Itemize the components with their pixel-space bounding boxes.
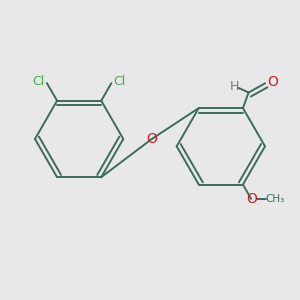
Text: O: O xyxy=(246,192,257,206)
Text: O: O xyxy=(267,75,278,89)
Text: Cl: Cl xyxy=(32,75,45,88)
Text: O: O xyxy=(146,132,157,146)
Text: CH₃: CH₃ xyxy=(266,194,285,204)
Text: H: H xyxy=(230,80,239,94)
Text: Cl: Cl xyxy=(113,75,126,88)
